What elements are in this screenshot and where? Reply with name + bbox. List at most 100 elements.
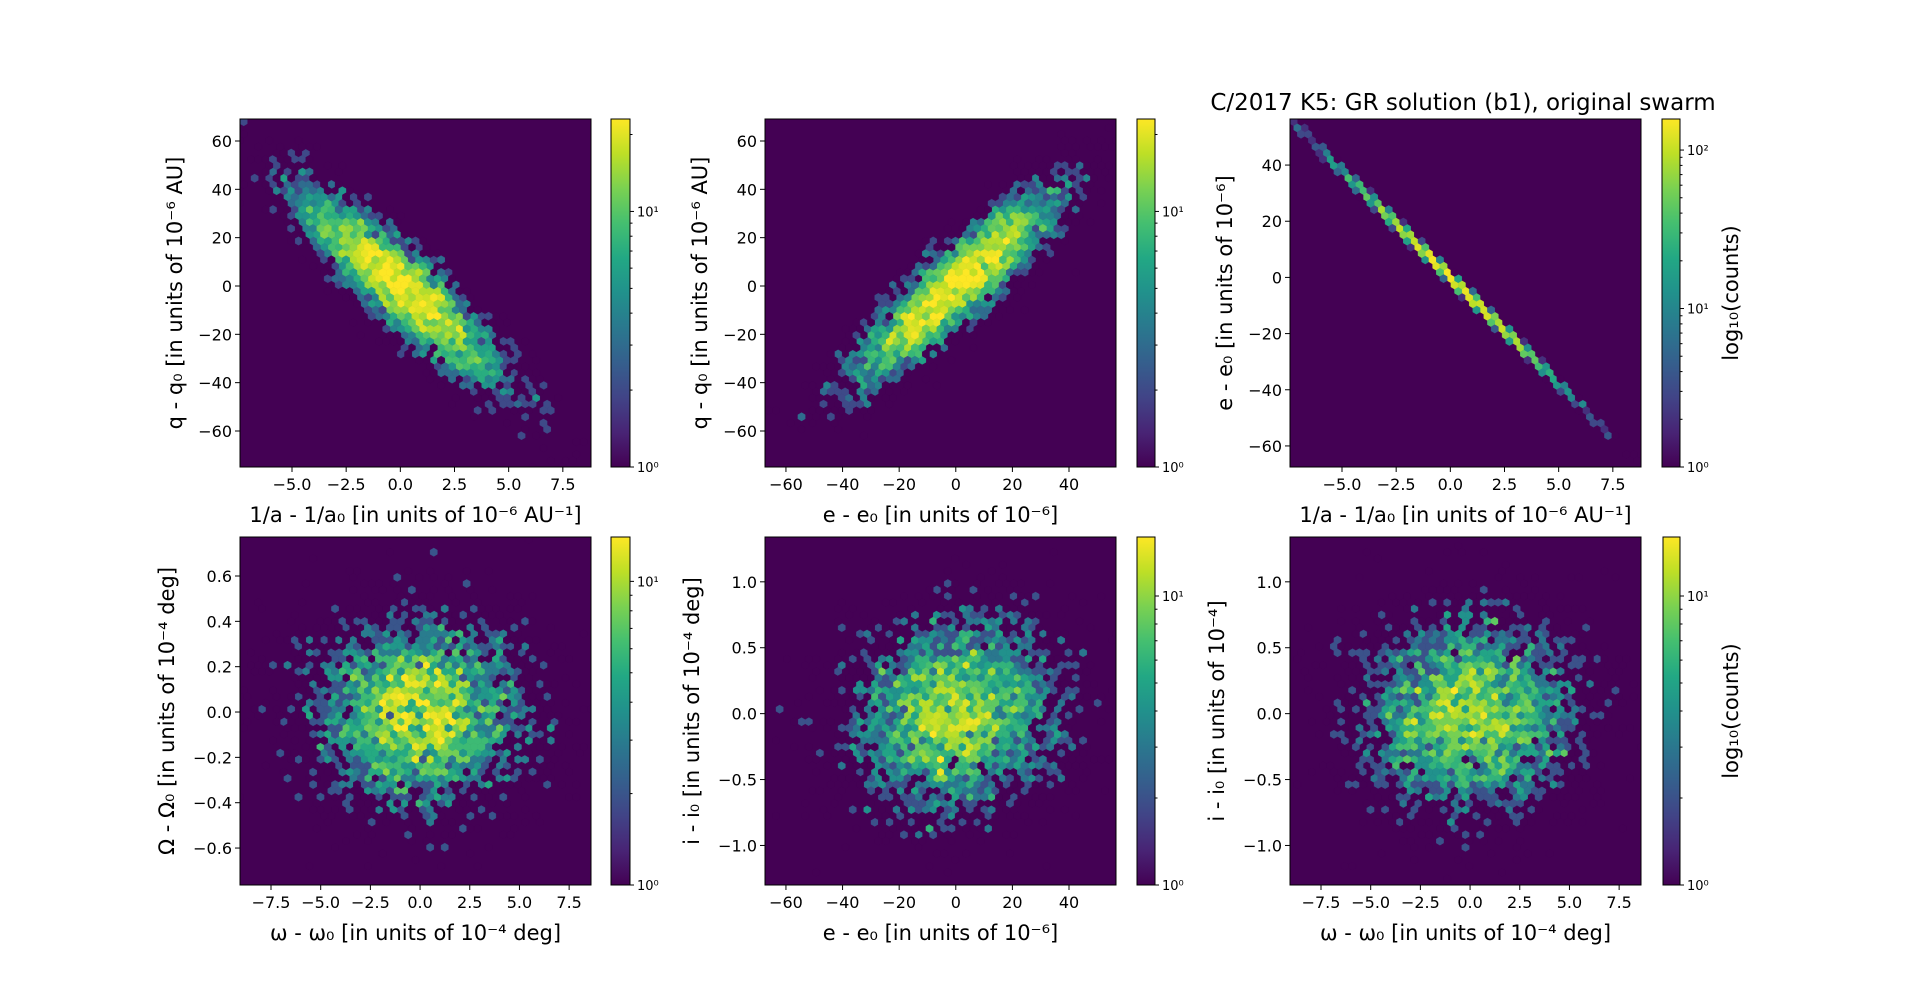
hex-bin <box>1359 817 1368 827</box>
hex-bin <box>1600 679 1609 689</box>
hex-bin <box>1362 547 1371 557</box>
hex-bin <box>1046 805 1055 815</box>
hex-bin <box>1108 685 1116 695</box>
colorbar-tick-label: 10¹ <box>1162 205 1184 220</box>
hex-bin <box>510 343 519 353</box>
hex-bin <box>1403 717 1411 727</box>
hex-bin <box>265 136 274 145</box>
hex-bin <box>331 641 339 651</box>
hex-bin <box>1006 230 1014 240</box>
hex-bin <box>816 406 824 415</box>
hexbin-layer <box>1290 119 1641 466</box>
hex-bin <box>823 761 831 771</box>
hex-bin <box>1362 798 1371 808</box>
hex-bin <box>812 387 820 397</box>
hex-bin <box>1640 738 1641 743</box>
hex-bin <box>389 729 398 739</box>
hex-bin <box>1574 572 1583 582</box>
hex-bin <box>356 811 365 821</box>
hex-bin <box>827 349 835 359</box>
hex-bin <box>936 704 945 714</box>
hex-bin <box>984 585 992 595</box>
hex-bin <box>327 255 336 265</box>
hex-bin <box>936 792 945 802</box>
hex-bin <box>936 817 945 827</box>
hex-bin <box>437 786 445 796</box>
hex-bin <box>393 318 402 328</box>
hex-bin <box>1468 754 1477 764</box>
hex-bin <box>382 336 391 346</box>
hex-bin <box>448 830 456 840</box>
hex-bin <box>1600 654 1609 664</box>
hex-bin <box>1115 157 1116 162</box>
hex-bin <box>1468 286 1477 296</box>
hex-bin <box>543 424 551 434</box>
hex-bin <box>834 616 842 626</box>
hex-bin <box>1017 604 1025 614</box>
hex-bin <box>309 805 317 815</box>
x-tick-label: 0.0 <box>1457 893 1482 912</box>
hex-bin <box>367 311 376 321</box>
hex-bin <box>211 105 218 113</box>
hex-bin <box>1450 698 1459 708</box>
hex-bin <box>900 830 908 840</box>
hex-bin <box>863 729 872 739</box>
hex-bin <box>1064 786 1073 796</box>
hex-bin <box>1057 711 1066 720</box>
hex-bin <box>1017 579 1025 589</box>
hex-bin <box>984 698 992 708</box>
hex-bin <box>404 261 412 271</box>
hex-bin <box>1097 717 1106 727</box>
hexbin-layer <box>211 105 588 467</box>
hex-bin <box>845 736 853 746</box>
hex-bin <box>495 711 504 720</box>
hex-bin <box>1436 836 1444 846</box>
hex-bin <box>323 616 332 626</box>
hex-bin <box>371 255 380 265</box>
colorbar-tick-label: 10¹ <box>637 575 659 590</box>
hex-bin <box>1344 173 1353 183</box>
hex-bin <box>848 754 857 764</box>
hex-bin <box>969 761 978 771</box>
hex-bin <box>954 610 963 620</box>
hex-bin <box>900 336 908 346</box>
hex-bin <box>794 698 802 708</box>
hex-bin <box>360 579 369 589</box>
hex-bin <box>1060 629 1069 639</box>
hex-bin <box>302 236 310 246</box>
x-tick-label: 5.0 <box>1546 475 1571 494</box>
hex-bin <box>1377 698 1386 708</box>
hex-bin <box>528 462 537 467</box>
hex-bin <box>404 792 412 802</box>
hex-bin <box>305 673 314 683</box>
hex-bin <box>830 748 839 758</box>
hex-bin <box>334 217 343 227</box>
hex-bin <box>1428 711 1437 720</box>
hex-bin <box>922 679 930 689</box>
hex-bin <box>1293 780 1302 789</box>
hex-bin <box>998 736 1007 746</box>
hex-bin <box>280 767 288 777</box>
hex-bin <box>1574 736 1583 746</box>
hex-bin <box>1031 261 1040 271</box>
hex-bin <box>353 566 361 576</box>
hex-bin <box>1578 817 1587 827</box>
hex-bin <box>1501 711 1510 720</box>
hex-bin <box>1075 704 1084 714</box>
hex-bin <box>422 267 431 277</box>
hex-bin <box>889 598 897 607</box>
hex-bin <box>272 704 281 714</box>
hex-bin <box>812 667 820 676</box>
hex-bin <box>1414 635 1422 645</box>
hex-bin <box>962 623 970 633</box>
hex-bin <box>1640 650 1641 656</box>
hex-bin <box>1494 824 1503 833</box>
hex-bin <box>1009 830 1018 840</box>
x-tick-label: 0.0 <box>407 893 432 912</box>
hex-bin <box>1337 729 1346 739</box>
hex-bin <box>510 723 519 733</box>
hex-bin <box>353 830 361 840</box>
hex-bin <box>1410 679 1419 689</box>
hex-bin <box>440 604 449 614</box>
hex-bin <box>477 729 486 739</box>
